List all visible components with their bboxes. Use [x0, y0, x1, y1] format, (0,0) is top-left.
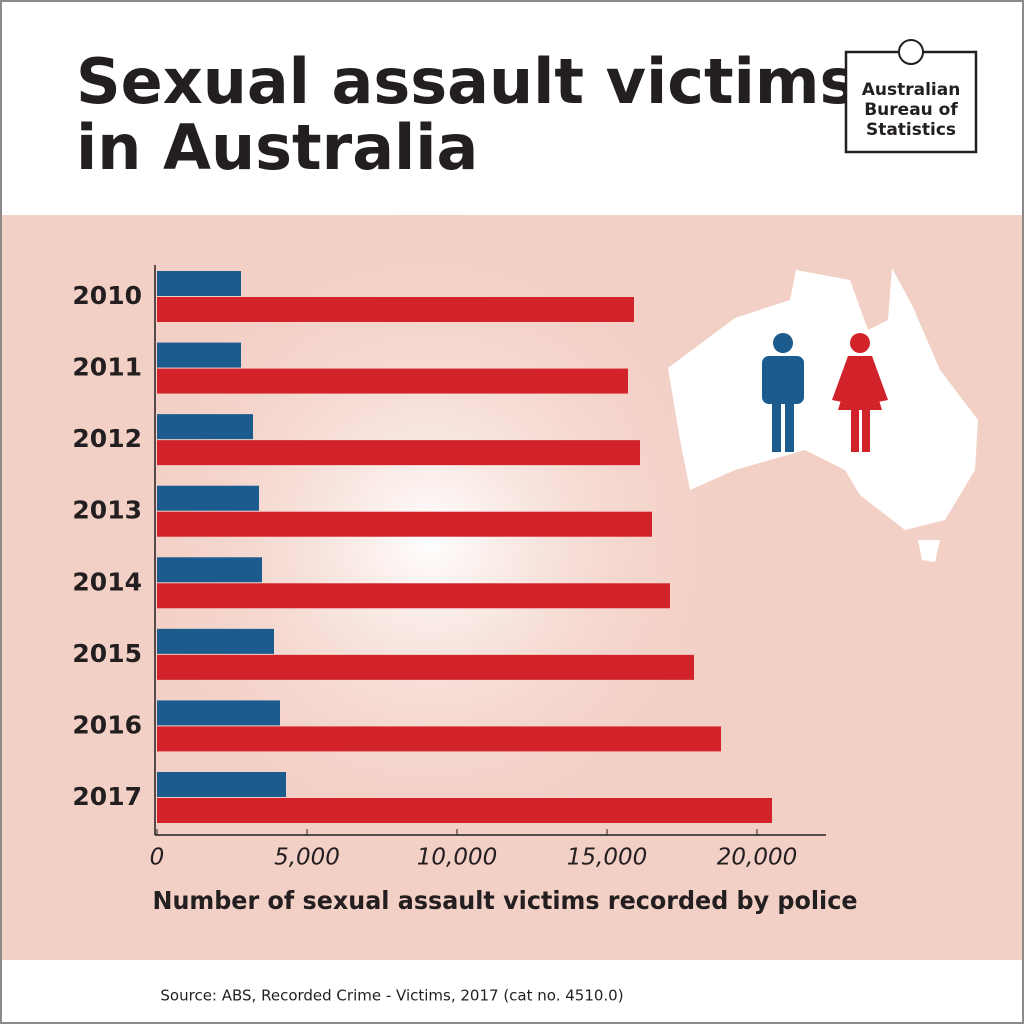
chart-title: Sexual assault victims: [76, 45, 856, 118]
female-icon: [832, 333, 888, 452]
bar: [157, 583, 670, 609]
x-tick-label: 0: [150, 845, 165, 871]
bar: [157, 368, 628, 394]
bar: [157, 511, 652, 537]
y-tick-label: 2010: [72, 281, 142, 310]
bar: [157, 297, 634, 322]
bar: [157, 797, 772, 823]
bar: [157, 485, 259, 511]
bar: [157, 726, 721, 752]
x-tick-label: 10,000: [417, 845, 497, 871]
bar: [157, 654, 694, 680]
map-illustration: [668, 268, 978, 562]
y-tick-label: 2017: [72, 782, 142, 811]
logo-crest: [898, 39, 924, 65]
logo-text: Bureau of: [864, 100, 958, 120]
tasmania-map: [918, 540, 940, 562]
source-note: Source: ABS, Recorded Crime - Victims, 2…: [160, 987, 623, 1005]
bar: [157, 271, 241, 296]
logo-text: Australian: [862, 80, 961, 100]
y-tick-label: 2013: [72, 496, 142, 525]
bar: [157, 414, 253, 440]
y-tick-label: 2012: [72, 424, 142, 453]
x-tick-label: 15,000: [567, 845, 647, 871]
logo-text: Statistics: [866, 120, 956, 140]
x-tick-label: 20,000: [717, 845, 797, 871]
x-axis-label: Number of sexual assault victims recorde…: [153, 886, 858, 915]
australia-map: [668, 268, 978, 530]
y-tick-label: 2011: [72, 353, 142, 382]
bar: [157, 557, 262, 583]
male-icon: [762, 333, 804, 452]
bar: [157, 440, 640, 466]
x-tick-label: 5,000: [274, 845, 340, 871]
bar: [157, 771, 286, 797]
bar: [157, 700, 280, 726]
y-tick-label: 2014: [72, 567, 142, 596]
chart-title: in Australia: [76, 111, 478, 184]
logo: Australian Bureau of Statistics: [844, 39, 978, 154]
bar: [157, 342, 241, 368]
y-tick-label: 2016: [72, 710, 142, 739]
bar: [157, 628, 274, 654]
y-tick-label: 2015: [72, 639, 142, 668]
